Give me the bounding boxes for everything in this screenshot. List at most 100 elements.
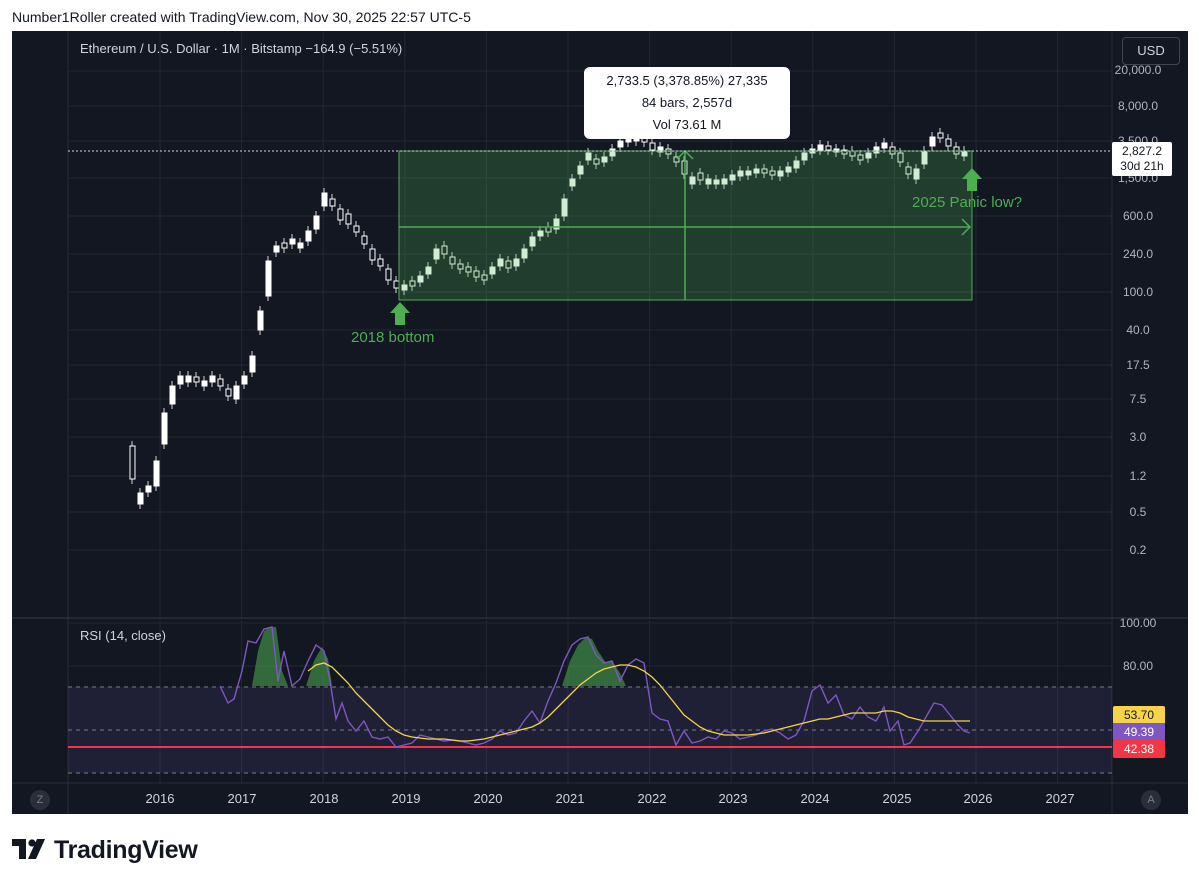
candle: [537, 230, 544, 237]
price-change: −164.9 (−5.51%): [305, 41, 403, 56]
chart-panel[interactable]: Ethereum / U.S. Dollar · 1M · Bitstamp −…: [12, 31, 1188, 814]
time-axis-label: 2026: [963, 791, 993, 806]
up-arrow-icon: [390, 302, 410, 325]
rsi-ma-line: [307, 662, 970, 742]
candle: [457, 263, 464, 270]
rsi-ma-tag: 53.70: [1113, 706, 1165, 724]
candle: [881, 142, 888, 149]
time-axis-label: 2021: [555, 791, 585, 806]
chart-canvas[interactable]: [12, 31, 1188, 814]
candle: [753, 168, 760, 174]
price-axis-label: 240.0: [1122, 247, 1154, 261]
candle: [697, 172, 704, 181]
candle: [865, 152, 872, 159]
candle: [585, 152, 592, 161]
candle: [713, 179, 720, 185]
candle: [241, 375, 248, 385]
measure-tooltip: 2,733.5 (3,378.85%) 27,335 84 bars, 2,55…: [584, 67, 790, 139]
candle: [577, 165, 584, 175]
candle: [489, 266, 496, 275]
time-axis-label: 2019: [391, 791, 421, 806]
candle: [569, 178, 576, 187]
log-scale-button[interactable]: Z: [30, 790, 50, 810]
chart-caption: Number1Roller created with TradingView.c…: [12, 9, 471, 25]
candle: [273, 245, 280, 253]
candle: [257, 310, 264, 331]
candle: [449, 256, 456, 265]
candle: [793, 160, 800, 169]
auto-scale-button[interactable]: A: [1141, 790, 1161, 810]
rsi-line: [219, 626, 971, 748]
candle: [513, 258, 520, 267]
candle: [441, 245, 448, 255]
candle: [289, 238, 296, 245]
candle: [137, 492, 144, 505]
candle: [841, 149, 848, 155]
candle: [169, 385, 176, 405]
candle: [161, 412, 168, 445]
candle: [305, 230, 312, 242]
price-axis-label: 600.0: [1122, 209, 1154, 223]
candle: [433, 248, 440, 260]
candle: [345, 213, 352, 225]
candle: [321, 192, 328, 207]
candle: [521, 248, 528, 259]
time-axis-label: 2016: [145, 791, 175, 806]
candle: [937, 132, 944, 139]
candle: [553, 218, 560, 230]
candle: [777, 170, 784, 177]
candle: [945, 138, 952, 147]
candle: [617, 140, 624, 148]
candle: [673, 156, 680, 163]
candle: [721, 178, 728, 185]
currency-button[interactable]: USD: [1122, 37, 1180, 65]
candle: [801, 152, 808, 161]
candle: [425, 266, 432, 275]
time-axis-label: 2020: [473, 791, 503, 806]
candle: [497, 258, 504, 267]
time-axis-label: 2018: [309, 791, 339, 806]
price-axis-label: 1.2: [1129, 469, 1147, 483]
candle: [185, 375, 192, 383]
time-axis-label: 2025: [882, 791, 912, 806]
candle: [601, 156, 608, 163]
time-axis-label: 2023: [718, 791, 748, 806]
rsi-legend[interactable]: RSI (14, close): [80, 628, 166, 643]
rsi-value-tag: 49.39: [1113, 723, 1165, 741]
last-price-tag: 2,827.2 30d 21h: [1112, 142, 1172, 176]
candle: [649, 142, 656, 151]
candle: [505, 260, 512, 269]
price-axis-label: 0.5: [1129, 505, 1147, 519]
bar-countdown: 30d 21h: [1120, 159, 1164, 173]
candle: [897, 152, 904, 163]
candle: [297, 242, 304, 249]
candle: [873, 146, 880, 154]
price-axis-label: 17.5: [1126, 358, 1150, 372]
price-axis-label: 7.5: [1129, 392, 1147, 406]
candle: [201, 380, 208, 387]
time-axis-label: 2024: [800, 791, 830, 806]
candle: [929, 136, 936, 147]
annotation-2018-bottom[interactable]: 2018 bottom: [351, 329, 435, 346]
price-axis-label: 3.0: [1129, 430, 1147, 444]
candle: [249, 355, 256, 373]
symbol-legend: Ethereum / U.S. Dollar · 1M · Bitstamp −…: [80, 41, 402, 56]
candle: [217, 378, 224, 387]
candle: [353, 225, 360, 233]
candle: [209, 375, 216, 383]
rsi-axis-label: 100.00: [1119, 616, 1157, 630]
candle: [465, 266, 472, 273]
candle: [593, 158, 600, 165]
tradingview-logo[interactable]: TradingView: [12, 836, 198, 864]
price-axis-label: 8,000.0: [1117, 99, 1159, 113]
tradingview-logo-icon: [12, 839, 45, 859]
candle: [369, 248, 376, 261]
candle: [473, 270, 480, 278]
price-axis-label: 20,000.0: [1114, 63, 1162, 77]
annotation-2025-panic-low[interactable]: 2025 Panic low?: [912, 194, 1023, 211]
candle: [233, 385, 240, 400]
time-axis-label: 2022: [637, 791, 667, 806]
candle: [737, 170, 744, 177]
rsi-overbought-fill: [252, 627, 288, 686]
symbol-label: Ethereum / U.S. Dollar · 1M · Bitstamp: [80, 41, 302, 56]
